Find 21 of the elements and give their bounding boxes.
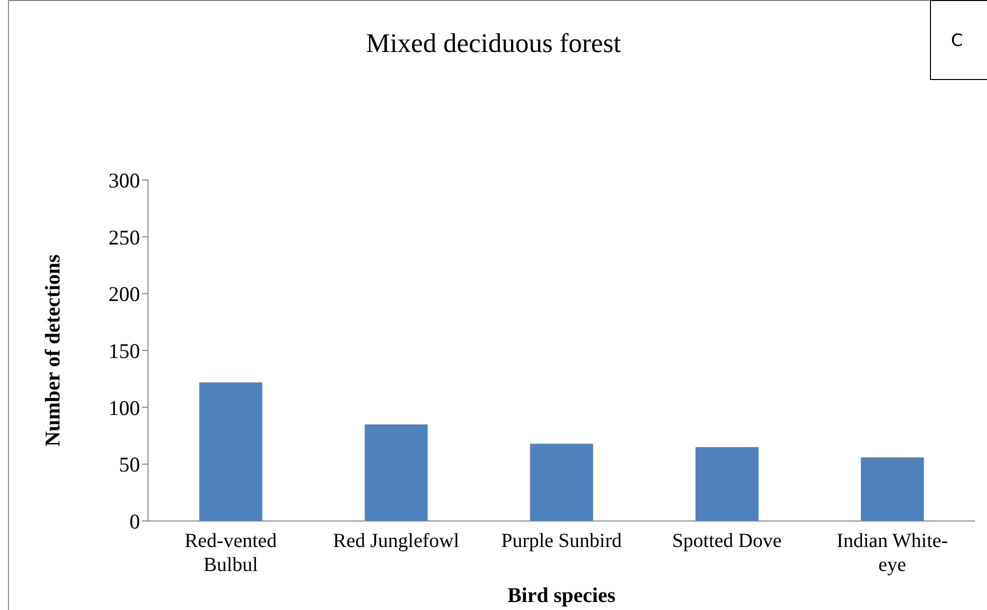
y-tick-label: 0 bbox=[130, 509, 140, 534]
y-tick-label: 300 bbox=[108, 168, 140, 192]
x-tick-label: Spotted Dove bbox=[672, 530, 782, 552]
x-tick-label: Red Junglefowl bbox=[333, 530, 460, 552]
x-tick-label: Indian White-eye bbox=[836, 530, 948, 576]
x-axis-title: Bird species bbox=[508, 583, 616, 607]
y-tick-label: 150 bbox=[108, 338, 140, 363]
y-tick-label: 50 bbox=[119, 452, 140, 477]
bar bbox=[364, 424, 428, 521]
text: C bbox=[930, 0, 987, 80]
x-tick-label: Red-vented Bulbul bbox=[184, 530, 277, 576]
y-tick-label: 100 bbox=[108, 396, 140, 420]
y-tick-label: 200 bbox=[108, 282, 140, 306]
bar bbox=[530, 444, 594, 521]
y-axis-title: Number of detections bbox=[40, 254, 64, 447]
y-tick-label: 250 bbox=[108, 225, 140, 250]
x-tick-label: Purple Sunbird bbox=[501, 530, 622, 552]
bar bbox=[860, 457, 924, 521]
chart-title: Mixed deciduous forest bbox=[366, 28, 621, 58]
bar bbox=[199, 382, 262, 521]
bar bbox=[695, 447, 758, 521]
